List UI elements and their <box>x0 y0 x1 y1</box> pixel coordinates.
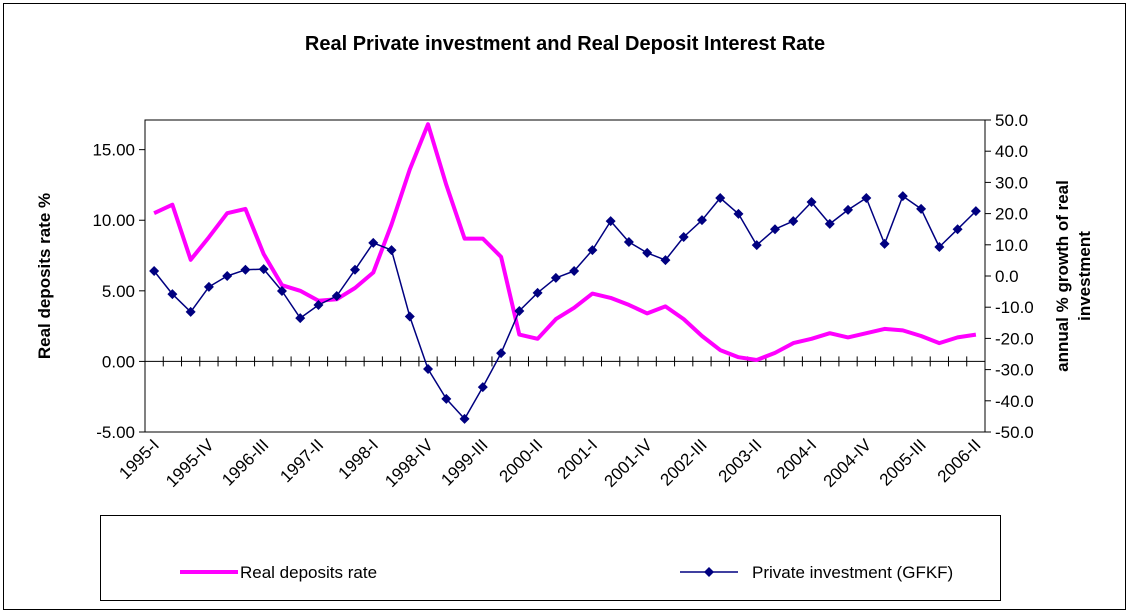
data-point <box>678 232 689 242</box>
y-tick-label: 10.00 <box>92 211 135 230</box>
y-tick-label: 5.00 <box>102 282 135 301</box>
data-point <box>806 197 817 208</box>
data-point <box>386 245 397 256</box>
legend-marker <box>704 567 714 577</box>
y2-tick-label: -20.0 <box>995 329 1034 348</box>
data-point <box>569 266 580 277</box>
y2-axis-title: investment <box>1075 231 1094 321</box>
data-point <box>751 240 762 251</box>
data-point <box>477 382 488 393</box>
data-point <box>770 224 780 235</box>
data-point <box>404 311 415 322</box>
data-point <box>696 215 707 226</box>
series-line <box>153 195 977 420</box>
y-tick-label: 15.00 <box>92 141 135 160</box>
data-point <box>916 203 927 214</box>
y-tick-label: -5.00 <box>96 423 135 442</box>
y2-tick-label: 30.0 <box>995 173 1028 192</box>
y2-tick-label: 0.0 <box>995 267 1019 286</box>
y2-tick-label: 10.0 <box>995 236 1028 255</box>
data-point <box>934 241 945 252</box>
chart-frame <box>3 3 1126 610</box>
data-point <box>514 305 525 316</box>
y2-tick-label: 40.0 <box>995 142 1028 161</box>
data-point <box>623 236 634 247</box>
chart-title: Real Private investment and Real Deposit… <box>305 33 825 55</box>
data-point <box>605 216 616 227</box>
data-point <box>861 193 872 203</box>
data-point <box>313 300 324 311</box>
data-point <box>295 313 306 324</box>
y-tick-label: 0.00 <box>102 352 135 371</box>
legend <box>100 515 1001 601</box>
data-point <box>276 285 287 296</box>
y2-axis-title: annual % growth of real <box>1053 180 1072 372</box>
y2-tick-label: -50.0 <box>995 423 1034 442</box>
y2-tick-label: 50.0 <box>995 111 1028 130</box>
data-point <box>167 289 178 300</box>
data-point <box>843 204 854 215</box>
data-point <box>258 264 269 275</box>
data-point <box>642 247 653 258</box>
data-point <box>423 363 434 374</box>
data-point <box>185 306 196 317</box>
data-point <box>203 281 214 292</box>
data-point <box>441 393 452 404</box>
legend-label: Private investment (GFKF) <box>752 563 953 582</box>
data-point <box>331 290 342 301</box>
series-line <box>153 122 977 362</box>
y2-tick-label: -10.0 <box>995 298 1034 317</box>
data-point <box>459 413 470 424</box>
data-point <box>350 264 360 275</box>
data-point <box>733 208 744 219</box>
data-point <box>149 266 160 277</box>
data-point <box>222 271 233 281</box>
data-point <box>715 193 726 203</box>
data-point <box>897 191 908 202</box>
data-point <box>496 348 507 359</box>
y2-tick-label: 20.0 <box>995 205 1028 224</box>
y2-tick-label: -40.0 <box>995 392 1034 411</box>
y2-tick-label: -30.0 <box>995 361 1034 380</box>
data-point <box>532 287 543 298</box>
data-point <box>824 218 835 229</box>
y-axis-title: Real deposits rate % <box>35 193 54 359</box>
data-point <box>240 264 251 275</box>
data-point <box>788 216 799 227</box>
data-point <box>660 255 671 266</box>
data-point <box>550 272 561 283</box>
data-point <box>368 237 379 248</box>
data-point <box>879 238 890 249</box>
data-point <box>952 224 963 235</box>
data-point <box>587 245 598 256</box>
legend-label: Real deposits rate <box>240 563 377 582</box>
data-point <box>970 206 981 217</box>
